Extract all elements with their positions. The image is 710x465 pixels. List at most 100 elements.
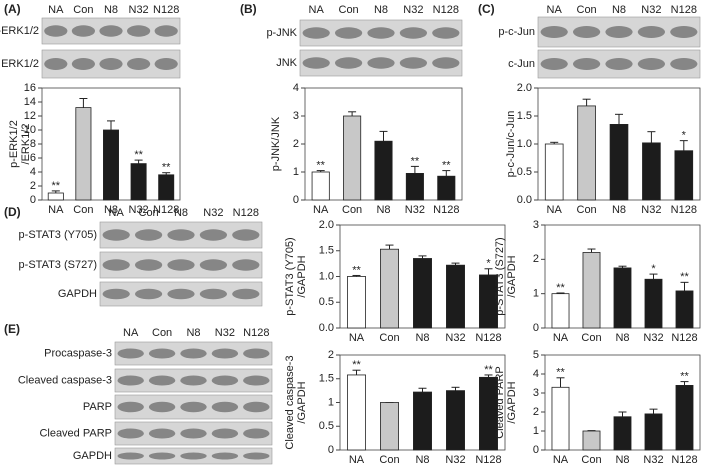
blot-band xyxy=(637,26,666,38)
y-tick-label: 2 xyxy=(533,253,539,265)
blot-label: c-Jun xyxy=(508,58,535,70)
bar xyxy=(413,258,432,329)
y-tick-label: 2.0 xyxy=(319,219,334,231)
x-tick-label: N8 xyxy=(376,204,390,216)
x-tick-label: N128 xyxy=(475,332,501,344)
y-tick-label: 3 xyxy=(533,387,539,399)
bar xyxy=(103,129,119,201)
lane-label: N32 xyxy=(203,207,223,219)
blot-band xyxy=(334,27,363,39)
y-tick-label: 0 xyxy=(293,194,299,206)
lane-label: N32 xyxy=(215,327,235,339)
blot-label: Cleaved caspase-3 xyxy=(18,374,112,386)
y-tick-label: 1 xyxy=(293,166,299,178)
blot-band xyxy=(102,259,130,271)
blot-band xyxy=(432,27,460,39)
x-tick-label: N128 xyxy=(671,454,697,465)
y-axis-label: Cleaved caspase-3 xyxy=(284,355,296,449)
blot-band xyxy=(180,348,207,359)
blot-band xyxy=(211,452,239,460)
y-axis-label: /GAPDH xyxy=(506,255,518,297)
y-axis-label: /ERK1/2 xyxy=(20,124,32,165)
blot-label: p-JNK xyxy=(266,27,297,39)
x-tick-label: NA xyxy=(547,204,563,216)
y-tick-label: 4 xyxy=(293,82,299,94)
x-tick-label: N32 xyxy=(445,332,465,344)
y-axis-label: p-STAT3 (Y705) xyxy=(284,237,296,315)
blot-band xyxy=(232,259,260,271)
bar xyxy=(479,376,498,451)
significance: ** xyxy=(352,264,361,276)
bar xyxy=(675,290,694,329)
blot-band xyxy=(148,375,176,386)
blot-band xyxy=(605,26,633,38)
x-tick-label: N128 xyxy=(671,204,697,216)
x-tick-label: N32 xyxy=(445,454,465,465)
bar xyxy=(582,252,601,329)
lane-label: Con xyxy=(73,4,93,16)
y-tick-label: 1 xyxy=(328,396,334,408)
significance: ** xyxy=(134,149,143,161)
significance: ** xyxy=(162,162,171,174)
panel-label: (E) xyxy=(4,322,20,336)
y-axis-label: p-c-Jun/c-Jun xyxy=(505,111,517,178)
bar xyxy=(644,278,663,329)
y-tick-label: 5 xyxy=(533,349,539,361)
lane-label: N32 xyxy=(403,4,423,16)
y-tick-label: 2 xyxy=(30,180,36,192)
lane-label: N8 xyxy=(186,327,200,339)
bar xyxy=(380,402,399,451)
significance: ** xyxy=(556,282,565,294)
blot-band xyxy=(148,348,176,359)
blot-band xyxy=(367,57,395,69)
lane-label: N8 xyxy=(374,4,388,16)
y-tick-label: 1 xyxy=(533,425,539,437)
blot-band xyxy=(180,401,207,413)
x-tick-label: N8 xyxy=(415,454,429,465)
blot-band xyxy=(399,27,428,39)
lane-label: Con xyxy=(577,4,597,16)
blot-band xyxy=(432,57,460,69)
blot-label: GAPDH xyxy=(58,288,97,300)
significance: ** xyxy=(680,271,689,283)
blot-band xyxy=(154,25,178,37)
blot-band xyxy=(540,58,568,70)
blot-band xyxy=(117,452,144,460)
x-tick-label: N32 xyxy=(641,204,661,216)
x-tick-label: NA xyxy=(48,204,64,216)
bar xyxy=(380,248,399,329)
blot-label: ERK1/2 xyxy=(1,58,39,70)
blot-band xyxy=(99,25,123,37)
significance: * xyxy=(486,258,491,270)
blot-band xyxy=(199,229,228,241)
x-tick-label: Con xyxy=(581,454,601,465)
blot-band xyxy=(243,452,270,460)
bar xyxy=(544,143,564,201)
x-tick-label: Con xyxy=(577,204,597,216)
x-tick-label: N128 xyxy=(475,454,501,465)
lane-label: NA xyxy=(109,207,125,219)
blot-band xyxy=(605,58,633,70)
blot-band xyxy=(399,57,428,69)
lane-label: N8 xyxy=(612,4,626,16)
y-tick-label: 2 xyxy=(293,138,299,150)
y-tick-label: 0.0 xyxy=(517,194,532,206)
significance: ** xyxy=(52,180,61,192)
blot-band xyxy=(148,452,176,460)
panel-label: (C) xyxy=(478,2,495,16)
y-tick-label: 14 xyxy=(24,96,36,108)
lane-label: N128 xyxy=(243,327,269,339)
x-tick-label: NA xyxy=(349,332,365,344)
lane-label: NA xyxy=(309,4,325,16)
blot-band xyxy=(211,428,239,439)
blot-band xyxy=(117,428,144,439)
bar xyxy=(75,107,92,201)
x-tick-label: N8 xyxy=(104,204,118,216)
x-tick-label: Con xyxy=(342,204,362,216)
significance: ** xyxy=(352,359,361,371)
blot-band xyxy=(572,58,601,70)
blot-band xyxy=(334,57,363,69)
blot-band xyxy=(637,58,666,70)
blot-band xyxy=(243,375,270,386)
x-tick-label: N8 xyxy=(612,204,626,216)
